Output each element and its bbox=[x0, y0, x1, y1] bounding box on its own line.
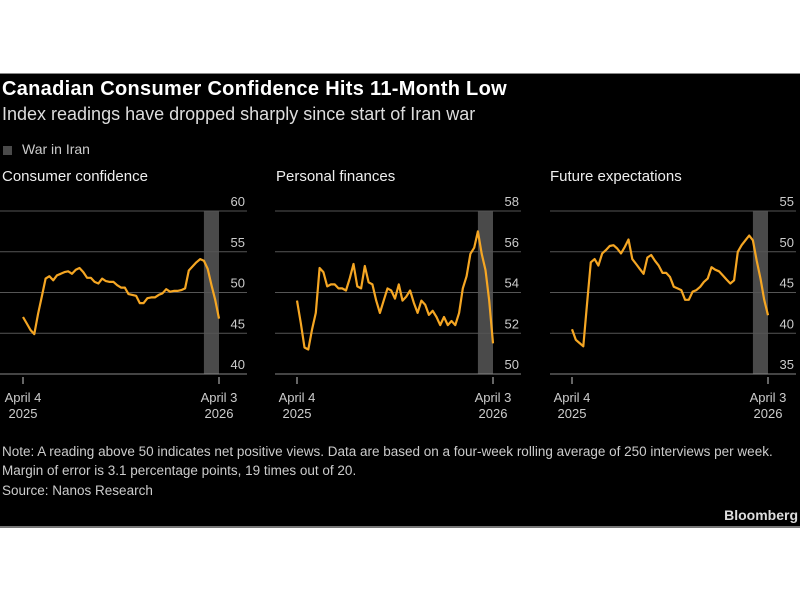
x-tick-year-label: 2025 bbox=[9, 406, 38, 421]
chart-source: Source: Nanos Research bbox=[2, 483, 153, 498]
legend-label: War in Iran bbox=[22, 141, 90, 157]
x-tick-year-label: 2025 bbox=[283, 406, 312, 421]
x-tick-label: April 3 bbox=[475, 390, 512, 405]
y-tick-label: 40 bbox=[780, 316, 794, 331]
panel-title-consumer-confidence: Consumer confidence bbox=[2, 168, 148, 185]
y-tick-label: 54 bbox=[505, 276, 519, 291]
x-tick-label: April 4 bbox=[5, 390, 42, 405]
x-tick-year-label: 2025 bbox=[558, 406, 587, 421]
x-tick-year-label: 2026 bbox=[754, 406, 783, 421]
panel-title-personal-finances: Personal finances bbox=[276, 168, 396, 185]
x-tick-label: April 3 bbox=[201, 390, 238, 405]
y-tick-label: 35 bbox=[780, 357, 794, 372]
y-tick-label: 45 bbox=[780, 276, 794, 291]
x-tick-label: April 4 bbox=[279, 390, 316, 405]
legend-swatch-icon bbox=[3, 145, 12, 155]
y-tick-label: 45 bbox=[231, 316, 245, 331]
y-tick-label: 40 bbox=[231, 357, 245, 372]
legend: War in Iran bbox=[3, 141, 90, 157]
x-tick-label: April 4 bbox=[554, 390, 591, 405]
y-tick-label: 55 bbox=[231, 235, 245, 250]
y-tick-label: 52 bbox=[505, 316, 519, 331]
chart-panel: Canadian Consumer Confidence Hits 11-Mon… bbox=[0, 73, 800, 528]
x-tick-year-label: 2026 bbox=[479, 406, 508, 421]
chart-title: Canadian Consumer Confidence Hits 11-Mon… bbox=[2, 78, 507, 100]
chart-note: Note: A reading above 50 indicates net p… bbox=[2, 444, 773, 478]
y-tick-label: 56 bbox=[505, 235, 519, 250]
bloomberg-logo: Bloomberg bbox=[724, 507, 798, 523]
y-tick-label: 60 bbox=[231, 194, 245, 209]
y-tick-label: 58 bbox=[505, 194, 519, 209]
x-tick-year-label: 2026 bbox=[205, 406, 234, 421]
series-line bbox=[570, 234, 770, 348]
series-line bbox=[22, 258, 221, 336]
x-tick-label: April 3 bbox=[750, 390, 787, 405]
y-tick-label: 50 bbox=[505, 357, 519, 372]
chart-subtitle: Index readings have dropped sharply sinc… bbox=[2, 104, 476, 124]
y-tick-label: 55 bbox=[780, 194, 794, 209]
y-tick-label: 50 bbox=[780, 235, 794, 250]
series-line bbox=[295, 230, 495, 351]
panel-title-future-expectations: Future expectations bbox=[550, 168, 682, 185]
y-tick-label: 50 bbox=[231, 276, 245, 291]
